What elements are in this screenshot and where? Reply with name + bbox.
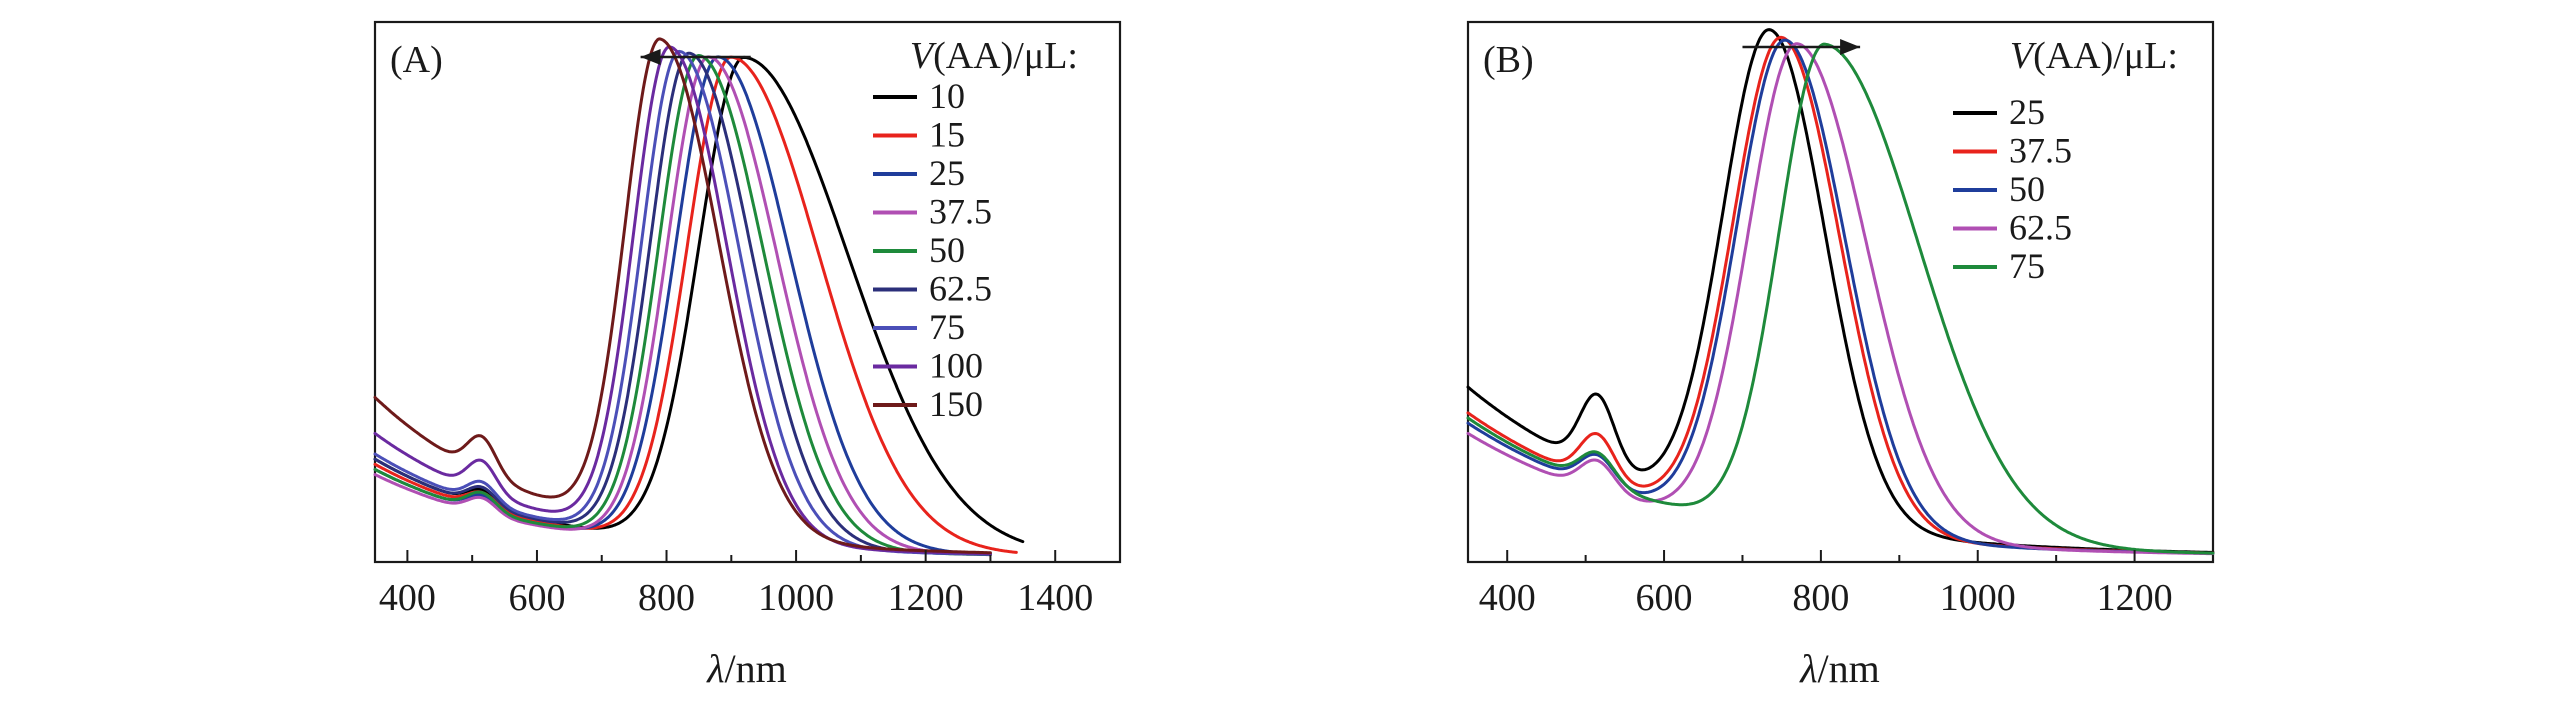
panel-b-legend-title: V(AA)/μL: [2010,35,2178,77]
panel-a-legend-label-25: 25 [929,153,965,193]
panel-a-xtick-label-400: 400 [379,577,436,619]
panel-a-ticks: 400 600 800 1000 1200 1400 [379,550,1121,619]
panel-a-xlabel-symbol: λ [706,646,724,691]
panel-a-legend-label-15: 15 [929,115,965,155]
panel-b-xtick-label-400: 400 [1479,577,1536,619]
panel-b-ticks: 400 600 800 1000 1200 [1479,550,2214,619]
panel-a-legend-label-75: 75 [929,307,965,347]
panel-b-label: (B) [1483,39,1534,81]
panel-b-xtick-label-1200: 1200 [2097,577,2173,619]
panel-b-legend-label-50: 50 [2009,169,2045,209]
panel-a-legend-title-rest: (AA)/μL: [933,35,1078,77]
panel-a-frame [373,20,1122,564]
panel-a-series-100 [373,45,992,556]
panel-a-series-62.5 [373,51,992,556]
panel-a-legend-label-150: 150 [929,384,983,424]
panel-a-xtick-label-600: 600 [508,577,565,619]
panel-b-arrow-head [1840,39,1861,55]
panel-a-xtick-label-800: 800 [638,577,695,619]
panel-a-series-10 [373,55,1025,544]
panel-a-series-25 [373,55,992,556]
panel-a-series-37.5 [373,55,992,557]
panel-a-legend-label-50: 50 [929,230,965,270]
panel-b-curves [1466,28,2215,556]
panel-b-shift-arrow [1742,39,1861,55]
panel-a-xtick-label-1400: 1400 [1017,577,1093,619]
panel-a: 400 600 800 1000 1200 1400 (A) V(AA)/μL: 1015… [373,20,1122,691]
panel-b-xlabel-unit: /nm [1818,646,1880,691]
panel-a-arrow-head [640,49,661,65]
panel-b-legend-label-62.5: 62.5 [2009,208,2072,248]
panel-b-xtick-label-1000: 1000 [1940,577,2016,619]
panel-b-xlabel-symbol: λ [1799,646,1817,691]
panel-a-legend-title-var: V [910,35,937,77]
panel-b-legend-label-75: 75 [2009,246,2045,286]
panel-b-xtick-label-800: 800 [1792,577,1849,619]
panel-a-label: (A) [390,39,443,81]
panel-b-xtick-label-600: 600 [1636,577,1693,619]
panel-a-curves [373,37,1025,557]
panel-b-frame [1466,20,2215,564]
panel-a-xlabel-unit: /nm [725,646,787,691]
panel-a-xtick-label-1000: 1000 [758,577,834,619]
panel-a-legend-label-100: 100 [929,346,983,386]
panel-a-legend-label-62.5: 62.5 [929,269,992,309]
panel-b-series-62.5 [1466,42,2215,556]
panel-a-legend-label-10: 10 [929,76,965,116]
panel-a-xtick-label-1200: 1200 [888,577,964,619]
panel-a-xlabel: λ/nm [706,646,787,691]
panel-a-series-50 [373,54,992,557]
panel-a-legend-title: V(AA)/μL: [910,35,1078,77]
panel-a-legend-label-37.5: 37.5 [929,192,992,232]
panel-b-legend-title-rest: (AA)/μL: [2033,35,2178,77]
panel-b-series-75 [1466,42,2215,555]
panel-a-shift-arrow [640,49,751,65]
panel-a-series-150 [373,37,992,555]
panel-b-xlabel: λ/nm [1799,646,1880,691]
panel-b-series-25 [1466,28,2215,554]
panel-b-legend-label-37.5: 37.5 [2009,131,2072,171]
panel-b: 400 600 800 1000 1200 (B) V(AA)/μL: 2537.550… [1466,20,2215,691]
panel-a-series-75 [373,49,992,556]
panel-b-legend-label-25: 25 [2009,92,2045,132]
panel-b-legend-title-var: V [2010,35,2037,77]
panel-b-series-50 [1466,38,2215,555]
panel-b-series-37.5 [1466,35,2215,555]
